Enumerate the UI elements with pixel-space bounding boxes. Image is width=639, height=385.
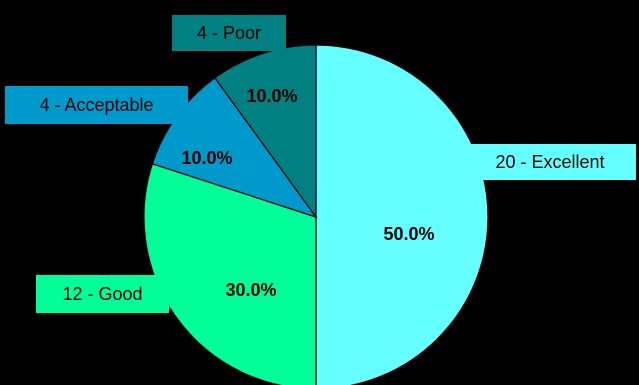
category-label-text-2: 12 - Good bbox=[62, 284, 142, 304]
percent-label-1: 50.0% bbox=[383, 224, 434, 244]
percent-label-4: 10.0% bbox=[246, 86, 297, 106]
percent-label-2: 30.0% bbox=[225, 280, 276, 300]
category-label-4: 4 - Poor bbox=[172, 15, 286, 51]
category-label-text-4: 4 - Poor bbox=[197, 23, 261, 43]
category-label-box-2 bbox=[36, 275, 169, 313]
pie-slice-4 bbox=[214, 44, 317, 219]
category-label-box-1 bbox=[464, 144, 636, 180]
pie-slice-2 bbox=[143, 163, 317, 385]
category-label-box-4 bbox=[172, 15, 286, 51]
percent-label-3: 10.0% bbox=[181, 148, 232, 168]
category-label-box-3 bbox=[5, 86, 188, 124]
category-label-1: 20 - Excellent bbox=[464, 144, 636, 180]
slices-layer bbox=[143, 44, 489, 385]
category-label-3: 4 - Acceptable bbox=[5, 86, 188, 124]
category-label-2: 12 - Good bbox=[36, 275, 169, 313]
category-label-text-1: 20 - Excellent bbox=[495, 152, 604, 172]
labels-layer: 50.0% 20 - Excellent 30.0% 12 - Good 10.0% 4 … bbox=[5, 15, 636, 313]
pie-slice-1 bbox=[315, 44, 489, 385]
category-label-text-3: 4 - Acceptable bbox=[39, 95, 153, 115]
